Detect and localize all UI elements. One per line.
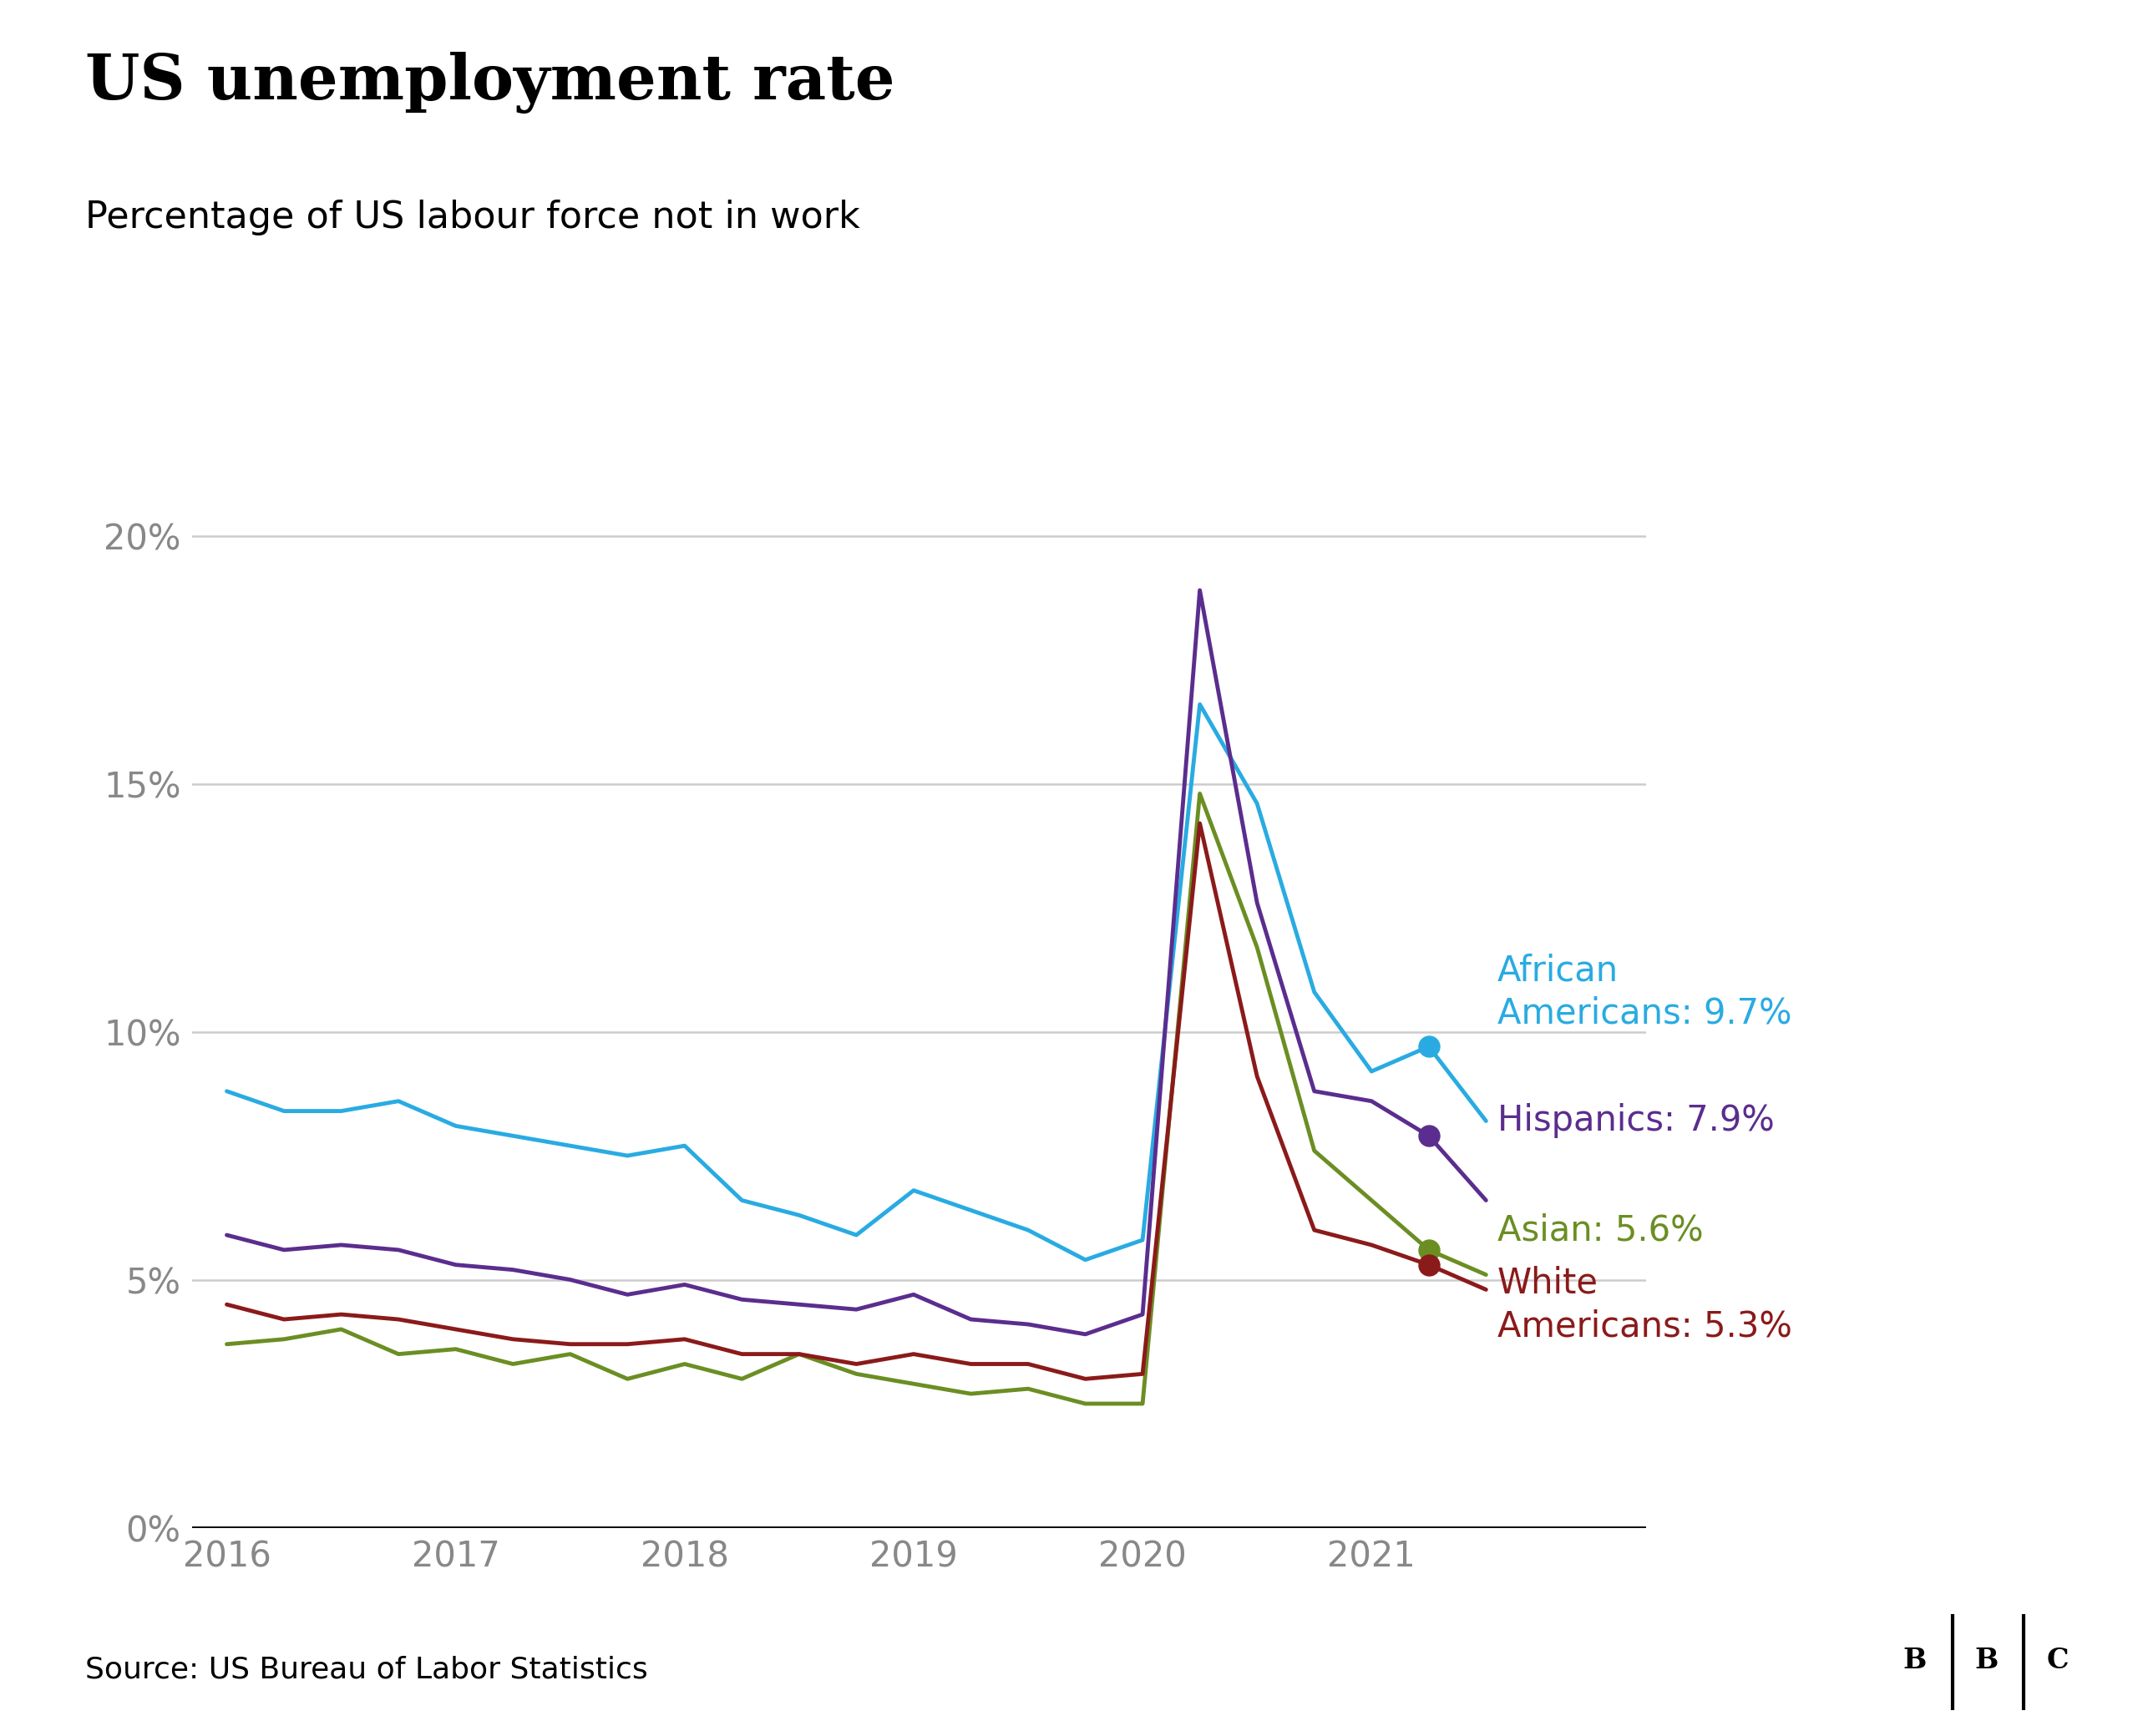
Text: White
Americans: 5.3%: White Americans: 5.3%	[1497, 1266, 1792, 1344]
Text: Hispanics: 7.9%: Hispanics: 7.9%	[1497, 1104, 1775, 1139]
FancyBboxPatch shape	[1881, 1616, 1948, 1708]
Text: African
Americans: 9.7%: African Americans: 9.7%	[1497, 953, 1792, 1031]
Text: B: B	[1973, 1646, 1999, 1674]
Text: US unemployment rate: US unemployment rate	[86, 52, 896, 115]
Text: Source: US Bureau of Labor Statistics: Source: US Bureau of Labor Statistics	[86, 1656, 648, 1684]
Text: C: C	[2046, 1646, 2070, 1674]
FancyBboxPatch shape	[2025, 1616, 2091, 1708]
Text: Percentage of US labour force not in work: Percentage of US labour force not in wor…	[86, 200, 859, 236]
FancyBboxPatch shape	[1954, 1616, 2018, 1708]
Text: B: B	[1903, 1646, 1926, 1674]
Text: Asian: 5.6%: Asian: 5.6%	[1497, 1212, 1704, 1248]
